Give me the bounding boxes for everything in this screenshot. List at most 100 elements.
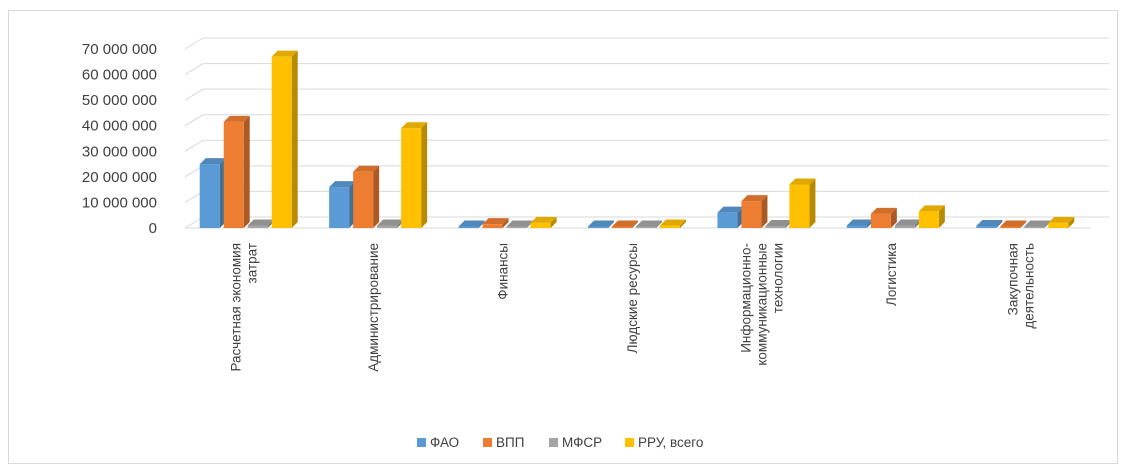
bar <box>847 219 873 228</box>
bar <box>612 221 638 229</box>
legend-swatch <box>549 438 558 447</box>
bar-front <box>377 225 397 228</box>
bar-front <box>1048 223 1068 228</box>
bar-front <box>353 172 373 228</box>
bar <box>895 219 921 228</box>
bar-front <box>588 227 608 229</box>
y-tick-label: 50 000 000 <box>82 92 157 109</box>
gridline-depth <box>185 140 203 151</box>
gridlines <box>185 38 1109 228</box>
y-tick-label: 60 000 000 <box>82 67 157 84</box>
x-category-label: Информационно-коммуникационныетехнологии <box>738 243 785 366</box>
bar-front <box>741 201 761 228</box>
legend-swatch <box>483 438 492 447</box>
bar <box>588 221 614 229</box>
bar-front <box>612 227 632 229</box>
bar <box>224 116 250 228</box>
y-tick-label: 40 000 000 <box>82 118 157 135</box>
bar <box>1048 217 1074 228</box>
bar-front <box>248 225 268 228</box>
bar <box>871 208 897 228</box>
legend-item: ФАО <box>417 435 459 450</box>
bar-front <box>224 122 244 228</box>
bar <box>401 122 427 228</box>
bar <box>531 217 557 228</box>
bar <box>919 205 945 228</box>
bar <box>353 166 379 228</box>
legend-swatch <box>625 438 634 447</box>
bar-front <box>459 227 479 229</box>
bar-side <box>373 166 379 228</box>
legend-label: ВПП <box>496 435 524 450</box>
bar-front <box>329 187 349 228</box>
bar <box>483 218 509 228</box>
bar-front <box>507 227 527 229</box>
bar-front <box>660 225 680 228</box>
bar-front <box>717 213 737 228</box>
bar <box>459 221 485 229</box>
x-category-label: Администрирование <box>366 243 381 372</box>
bar-front <box>871 214 891 228</box>
bar-side <box>292 51 298 228</box>
bar-front <box>1024 227 1044 229</box>
bar-front <box>483 224 503 228</box>
bar-front <box>976 226 996 228</box>
legend-label: ФАО <box>430 435 459 450</box>
bar-front <box>272 57 292 228</box>
legend: ФАО ВПП МФСР РРУ, всего <box>417 435 703 450</box>
bar <box>1000 221 1026 229</box>
x-category-label: Расчетная экономиязатрат <box>229 243 260 372</box>
bars <box>200 51 1075 228</box>
legend-item: РРУ, всего <box>625 435 703 450</box>
gridline-depth <box>185 38 203 49</box>
bar-front <box>847 225 867 228</box>
bar-front <box>919 211 939 228</box>
gridline-depth <box>185 64 203 75</box>
bar <box>741 195 767 228</box>
bar-side <box>244 116 250 228</box>
gridline-depth <box>185 115 203 126</box>
legend-label: МФСР <box>562 435 602 450</box>
bar <box>1024 221 1050 229</box>
x-category-label: Логистика <box>884 243 899 307</box>
legend-item: ВПП <box>483 435 524 450</box>
bar-front <box>765 226 785 228</box>
x-category-label: Закупочнаядеятельность <box>1005 243 1036 329</box>
bar-chart: 0 10 000 000 20 000 000 30 000 000 40 000 00… <box>9 11 1117 463</box>
bar-front <box>789 185 809 228</box>
bar-side <box>809 179 815 228</box>
bar <box>272 51 298 228</box>
bar <box>660 219 686 228</box>
bar-side <box>421 122 427 228</box>
y-tick-label: 20 000 000 <box>82 169 157 186</box>
bar-front <box>401 128 421 228</box>
y-tick-label: 0 <box>149 220 157 237</box>
x-category-label: Финансы <box>496 243 511 300</box>
legend-label: РРУ, всего <box>638 435 703 450</box>
bar <box>329 181 355 228</box>
chart-frame: 0 10 000 000 20 000 000 30 000 000 40 000 00… <box>8 10 1118 464</box>
bar-front <box>200 164 220 228</box>
bar <box>377 219 403 228</box>
bar <box>789 179 815 228</box>
bar-front <box>636 227 656 229</box>
legend-swatch <box>417 438 426 447</box>
y-tick-label: 10 000 000 <box>82 194 157 211</box>
bar <box>507 221 533 229</box>
bar <box>636 221 662 229</box>
x-category-label: Людские ресурсы <box>625 243 640 353</box>
y-tick-label: 70 000 000 <box>82 41 157 58</box>
bar <box>248 219 274 228</box>
bar <box>976 220 1002 228</box>
bar-front <box>895 225 915 228</box>
legend-item: МФСР <box>549 435 602 450</box>
bar <box>717 207 743 228</box>
bar <box>765 220 791 228</box>
gridline-depth <box>185 89 203 100</box>
bar-front <box>531 223 551 228</box>
bar-front <box>1000 227 1020 229</box>
y-axis-tick-labels: 0 10 000 000 20 000 000 30 000 000 40 000 00… <box>82 41 157 237</box>
x-axis-category-labels: Расчетная экономиязатрат Администрировани… <box>229 243 1037 372</box>
y-tick-label: 30 000 000 <box>82 143 157 160</box>
bar <box>200 158 226 228</box>
